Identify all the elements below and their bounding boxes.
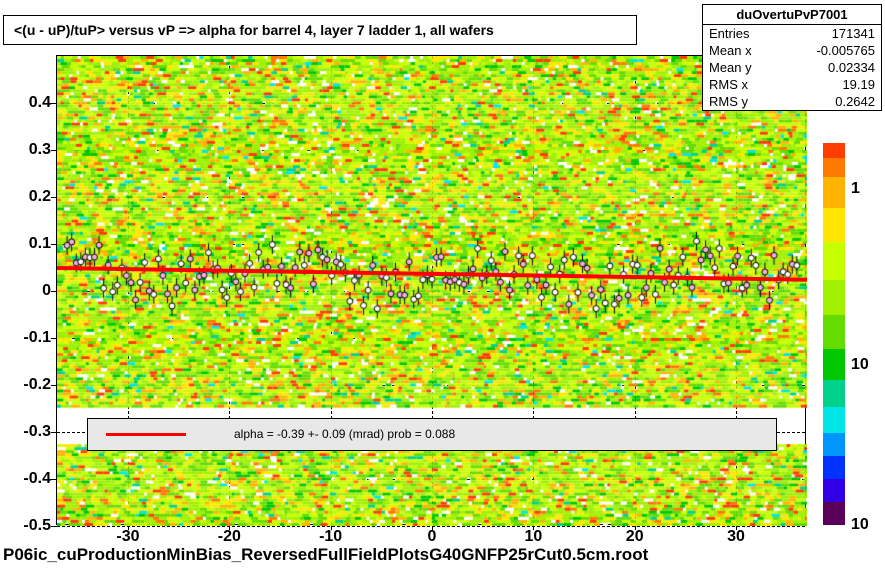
stats-row: Entries 171341 [703, 25, 881, 42]
x-tick-label: 0 [428, 528, 437, 546]
colorbar-segment [823, 177, 845, 208]
y-tick-label: -0.4 [23, 470, 51, 488]
colorbar-segment [823, 502, 845, 525]
plot-title-box: <(u - uP)/tuP> versus vP => alpha for ba… [3, 15, 637, 45]
fit-legend-text: alpha = -0.39 +- 0.09 (mrad) prob = 0.08… [234, 427, 455, 441]
colorbar-tick-label: 10 [851, 356, 869, 374]
stats-row: Mean x -0.005765 [703, 42, 881, 59]
y-tick-label: -0.2 [23, 376, 51, 394]
colorbar-segment [823, 456, 845, 479]
colorbar-tick-label: 10 [851, 516, 869, 534]
stats-label: Mean y [709, 60, 752, 75]
x-tick-label: 30 [727, 528, 745, 546]
x-tick-label: -30 [116, 528, 139, 546]
colorbar-segment [823, 158, 845, 177]
y-tick-label: 0.4 [29, 94, 51, 112]
grid-line [57, 526, 805, 527]
stats-value: -0.005765 [816, 43, 875, 58]
stats-row: Mean y 0.02334 [703, 59, 881, 76]
colorbar-segment [823, 208, 845, 242]
stats-value: 0.2642 [835, 94, 875, 109]
x-tick-label: 10 [524, 528, 542, 546]
y-tick-label: 0.3 [29, 141, 51, 159]
stats-box: duOvertuPvP7001 Entries 171341 Mean x -0.00… [702, 4, 882, 111]
fit-legend-line-sample [106, 433, 186, 436]
x-tick-label: -10 [319, 528, 342, 546]
colorbar-segment [823, 380, 845, 407]
y-tick-label: 0.2 [29, 188, 51, 206]
colorbar-tick-label: 1 [851, 180, 860, 198]
colorbar-segment [823, 280, 845, 314]
y-tick-label: 0 [42, 282, 51, 300]
y-tick-label: 0.1 [29, 235, 51, 253]
stats-value: 0.02334 [828, 60, 875, 75]
y-tick-label: -0.1 [23, 329, 51, 347]
colorbar-segment [823, 242, 845, 280]
y-tick-label: -0.5 [23, 517, 51, 535]
fit-legend-box: alpha = -0.39 +- 0.09 (mrad) prob = 0.08… [87, 418, 777, 451]
stats-heading: duOvertuPvP7001 [703, 5, 881, 25]
stats-row: RMS y 0.2642 [703, 93, 881, 110]
tick-mark [51, 526, 57, 527]
footer-filename: P06ic_cuProductionMinBias_ReversedFullFi… [3, 545, 648, 565]
stats-label: RMS x [709, 77, 748, 92]
stats-label: Entries [709, 26, 749, 41]
colorbar: 11010 [823, 143, 845, 525]
colorbar-segment [823, 315, 845, 349]
stats-label: RMS y [709, 94, 748, 109]
stats-row: RMS x 19.19 [703, 76, 881, 93]
y-tick-label: -0.3 [23, 423, 51, 441]
x-tick-label: 20 [626, 528, 644, 546]
stats-value: 19.19 [842, 77, 875, 92]
colorbar-segment [823, 349, 845, 380]
stats-label: Mean x [709, 43, 752, 58]
colorbar-segment [823, 433, 845, 456]
plot-title: <(u - uP)/tuP> versus vP => alpha for ba… [14, 22, 494, 38]
colorbar-segment [823, 479, 845, 502]
stats-value: 171341 [832, 26, 875, 41]
colorbar-segment [823, 143, 845, 158]
x-tick-label: -20 [218, 528, 241, 546]
colorbar-segment [823, 407, 845, 434]
profile-markers [57, 56, 807, 526]
plot-area: alpha = -0.39 +- 0.09 (mrad) prob = 0.08… [56, 55, 806, 525]
